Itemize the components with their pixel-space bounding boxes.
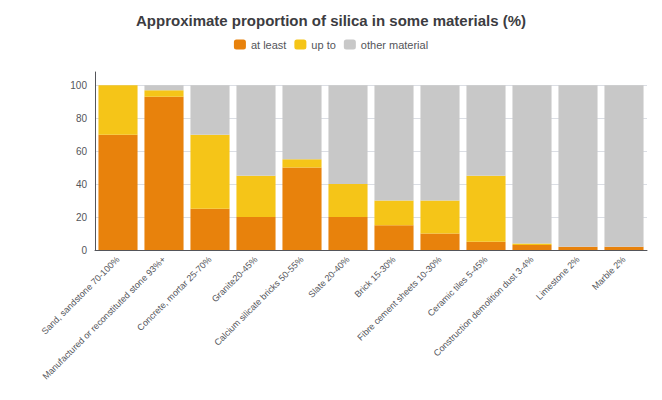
svg-text:up to: up to bbox=[311, 39, 335, 51]
svg-text:Manufactured or reconstituted: Manufactured or reconstituted stone 93%+ bbox=[40, 254, 168, 382]
svg-text:20: 20 bbox=[76, 212, 88, 223]
svg-text:Ceramic tiles 5-45%: Ceramic tiles 5-45% bbox=[425, 254, 490, 319]
svg-text:Construction demolition dust 3: Construction demolition dust 3-4% bbox=[432, 254, 536, 358]
svg-text:Granite20-45%: Granite20-45% bbox=[210, 254, 260, 304]
svg-text:at least: at least bbox=[251, 39, 286, 51]
svg-text:Approximate proportion of sili: Approximate proportion of silica in some… bbox=[136, 12, 526, 29]
svg-text:Slate 20-40%: Slate 20-40% bbox=[306, 254, 351, 299]
svg-text:Concrete, mortar 25-70%: Concrete, mortar 25-70% bbox=[135, 254, 213, 332]
svg-text:Calcium silicate bricks 50-55%: Calcium silicate bricks 50-55% bbox=[212, 254, 305, 347]
svg-text:100: 100 bbox=[70, 80, 87, 91]
svg-text:Marble 2%: Marble 2% bbox=[590, 254, 627, 291]
svg-text:0: 0 bbox=[81, 245, 87, 256]
svg-text:80: 80 bbox=[76, 113, 88, 124]
svg-text:60: 60 bbox=[76, 146, 88, 157]
svg-text:Sand, sandstone 70-100%: Sand, sandstone 70-100% bbox=[40, 254, 122, 336]
svg-text:Brick 15-30%: Brick 15-30% bbox=[353, 254, 398, 299]
svg-text:Limestone 2%: Limestone 2% bbox=[534, 254, 581, 301]
svg-text:other material: other material bbox=[361, 39, 428, 51]
svg-text:40: 40 bbox=[76, 179, 88, 190]
svg-text:Fibre cement sheets 10-30%: Fibre cement sheets 10-30% bbox=[355, 254, 443, 342]
